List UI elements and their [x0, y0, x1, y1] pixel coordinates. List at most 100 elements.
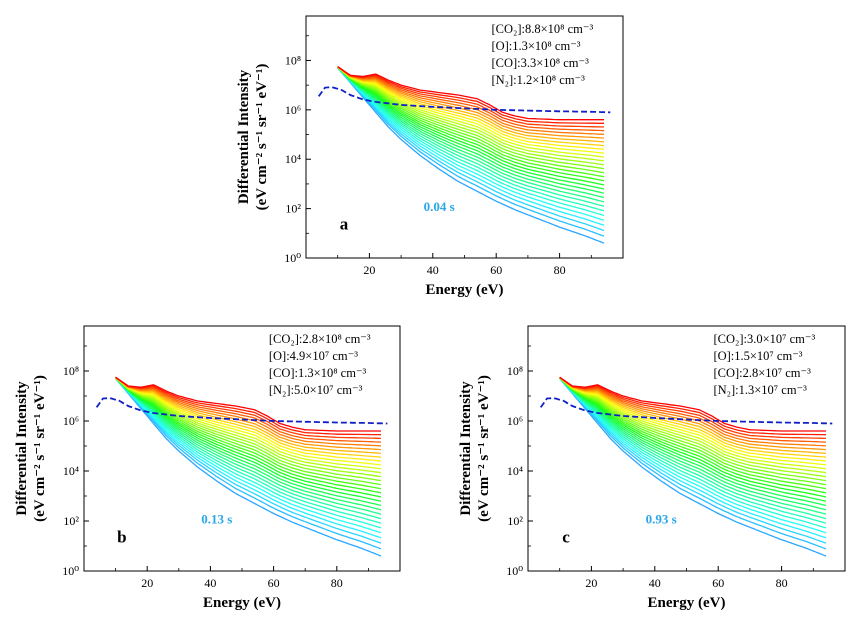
x-axis-label: Energy (eV): [648, 595, 726, 611]
density-annotation: [N₂]:1.2×10⁸ cm⁻³: [491, 73, 585, 87]
spectrum-curve-29: [559, 376, 827, 436]
spectrum-curve-24: [115, 376, 382, 455]
density-annotation: [O]:4.9×10⁷ cm⁻³: [269, 349, 358, 363]
spectrum-curve-7: [559, 377, 827, 524]
spectrum-curve-6: [115, 377, 382, 529]
spectrum-curves: [337, 66, 605, 244]
spectrum-curve-8: [559, 377, 827, 520]
x-tick-label: 40: [427, 263, 439, 277]
y-axis-label-line1: Differential Intensity: [236, 69, 252, 204]
spectrum-curve-26: [115, 376, 382, 447]
spectrum-curve-6: [337, 67, 605, 217]
spectrum-curve-28: [559, 376, 827, 440]
spectrum-curve-10: [559, 377, 827, 511]
spectrum-curve-13: [559, 377, 827, 498]
spectrum-curve-9: [115, 377, 382, 515]
spectrum-curve-23: [337, 66, 605, 147]
spectrum-curve-2: [115, 377, 382, 550]
spectrum-curve-17: [559, 377, 827, 482]
spectrum-curve-15: [115, 377, 382, 490]
x-tick-label: 80: [331, 576, 343, 590]
spectrum-curve-16: [337, 66, 605, 174]
chart-panel-a: 20 40 60 80 10⁰ 10² 10⁴ 10⁶ 10⁸ Energy (eV) Differ…: [236, 15, 624, 298]
x-axis-label: Energy (eV): [203, 595, 281, 611]
y-axis-label-line2: (eV cm⁻² s⁻¹ sr⁻¹ eV⁻¹): [254, 64, 270, 211]
y-tick-label: 10⁴: [507, 464, 523, 478]
x-tick-label: 20: [585, 576, 597, 590]
density-annotation: [N₂]:1.3×10⁷ cm⁻³: [713, 383, 807, 397]
spectrum-curve-21: [115, 377, 382, 466]
spectrum-curves: [559, 376, 827, 557]
spectrum-curve-30: [337, 66, 604, 121]
chart-panel-c: 20 40 60 80 10⁰ 10² 10⁴ 10⁶ 10⁸ Energy (eV) Differ…: [458, 325, 846, 611]
spectrum-curve-19: [115, 377, 382, 474]
spectrum-curve-15: [559, 377, 827, 490]
spectrum-curve-9: [559, 377, 827, 515]
spectrum-curve-3: [115, 377, 382, 544]
spectrum-curve-23: [115, 376, 382, 458]
spectrum-curve-5: [337, 67, 605, 221]
spectrum-curve-16: [559, 377, 827, 486]
y-tick-label: 10²: [285, 202, 301, 216]
spectrum-curve-15: [337, 66, 605, 178]
x-tick-label: 20: [141, 576, 153, 590]
spectrum-curve-24: [337, 66, 605, 143]
spectrum-curve-14: [337, 66, 605, 182]
x-tick-label: 40: [649, 576, 661, 590]
spectrum-curve-5: [115, 377, 382, 534]
y-tick-label: 10²: [63, 514, 79, 528]
x-tick-label: 40: [204, 576, 216, 590]
spectrum-curve-20: [337, 66, 605, 158]
spectrum-curve-26: [559, 376, 827, 447]
y-axis-label-line1: Differential Intensity: [458, 381, 474, 516]
spectrum-curve-29: [337, 66, 604, 124]
spectrum-curve-8: [115, 377, 382, 520]
spectrum-curve-1: [559, 378, 827, 557]
spectrum-curve-4: [115, 377, 382, 539]
spectrum-curve-27: [337, 66, 605, 132]
spectrum-curve-17: [337, 66, 605, 170]
time-label: 0.04 s: [424, 199, 455, 214]
spectrum-curve-25: [115, 376, 382, 451]
spectrum-curve-25: [337, 66, 605, 139]
x-tick-label: 80: [554, 263, 566, 277]
density-annotation: [N₂]:5.0×10⁷ cm⁻³: [269, 383, 363, 397]
spectrum-curve-30: [115, 376, 381, 432]
y-tick-label: 10⁴: [63, 464, 79, 478]
spectrum-curve-13: [337, 66, 605, 186]
spectrum-curve-23: [559, 376, 827, 458]
y-tick-label: 10⁶: [507, 414, 523, 428]
spectrum-curve-24: [559, 376, 827, 455]
density-annotation: [CO₂]:8.8×10⁸ cm⁻³: [491, 22, 593, 36]
spectrum-curve-7: [337, 67, 605, 212]
spectrum-curve-20: [115, 377, 382, 470]
spectrum-curve-19: [337, 66, 605, 162]
spectrum-curve-22: [559, 376, 827, 462]
spectrum-curve-4: [337, 67, 605, 226]
time-label: 0.13 s: [201, 512, 232, 527]
spectrum-curve-21: [559, 377, 827, 466]
panel-letter: a: [340, 215, 349, 234]
density-annotation: [CO]:3.3×10⁸ cm⁻³: [491, 56, 589, 70]
spectrum-curve-14: [115, 377, 382, 494]
spectrum-curve-16: [115, 377, 382, 486]
spectrum-curve-20: [559, 377, 827, 470]
y-axis-label-line2: (eV cm⁻² s⁻¹ sr⁻¹ eV⁻¹): [476, 375, 492, 522]
y-tick-label: 10⁰: [506, 564, 523, 578]
y-tick-label: 10⁸: [285, 53, 301, 67]
y-tick-label: 10⁸: [63, 364, 79, 378]
spectrum-curve-1: [115, 378, 382, 557]
x-tick-label: 20: [363, 263, 375, 277]
spectrum-curve-22: [337, 66, 605, 150]
y-axis-label-line1: Differential Intensity: [14, 381, 30, 516]
chart-panel-b: 20 40 60 80 10⁰ 10² 10⁴ 10⁶ 10⁸ Energy (eV) Differ…: [14, 325, 401, 611]
density-annotation: [CO₂]:3.0×10⁷ cm⁻³: [713, 332, 815, 346]
spectrum-curve-30: [559, 376, 826, 432]
spectrum-curve-28: [337, 66, 605, 128]
spectrum-curve-3: [559, 377, 827, 544]
spectrum-curve-3: [337, 67, 605, 232]
spectrum-curve-1: [337, 67, 605, 244]
spectrum-curve-10: [337, 66, 605, 199]
spectrum-curve-2: [337, 67, 605, 237]
